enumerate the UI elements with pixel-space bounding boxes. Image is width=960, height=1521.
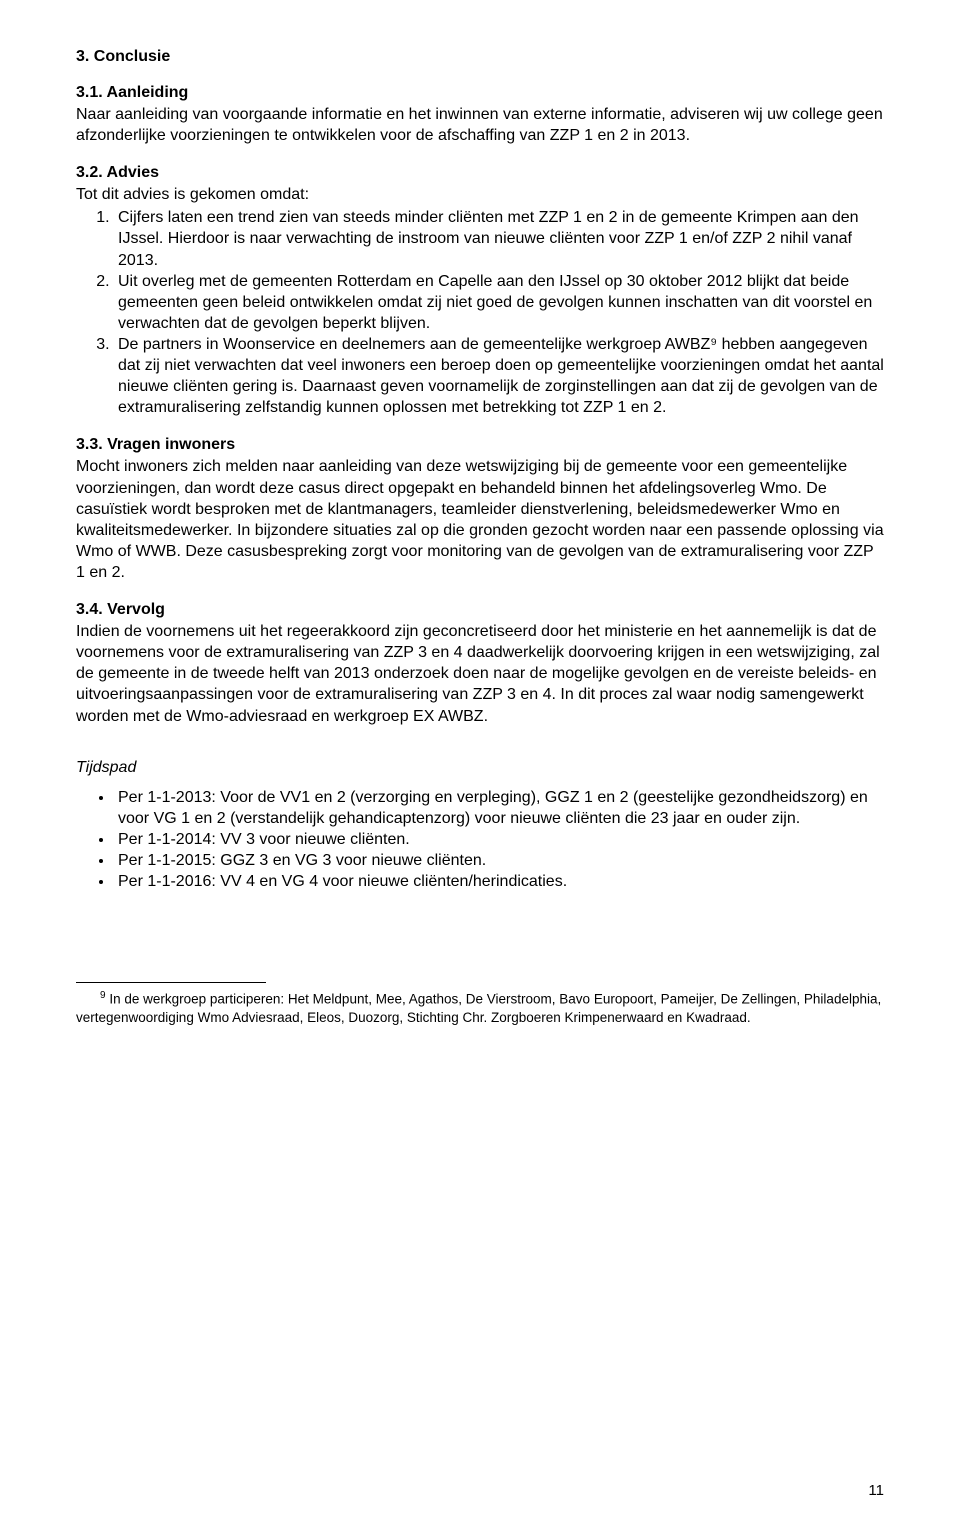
tijdspad-heading: Tijdspad bbox=[76, 759, 884, 777]
paragraph-3-3: Mocht inwoners zich melden naar aanleidi… bbox=[76, 456, 884, 583]
tijdspad-item: Per 1-1-2013: Voor de VV1 en 2 (verzorgi… bbox=[114, 787, 884, 829]
section-title: 3. Conclusie bbox=[76, 48, 884, 66]
paragraph-3-1: Naar aanleiding van voorgaande informati… bbox=[76, 104, 884, 146]
tijdspad-item: Per 1-1-2014: VV 3 voor nieuwe cliënten. bbox=[114, 829, 884, 850]
document-page: 3. Conclusie 3.1. Aanleiding Naar aanlei… bbox=[0, 0, 960, 1521]
heading-3-3: 3.3. Vragen inwoners bbox=[76, 436, 884, 454]
advice-item: De partners in Woonservice en deelnemers… bbox=[114, 334, 884, 418]
paragraph-3-4: Indien de voornemens uit het regeerakkoo… bbox=[76, 621, 884, 727]
advice-item: Cijfers laten een trend zien van steeds … bbox=[114, 207, 884, 270]
footnote-text: In de werkgroep participeren: Het Meldpu… bbox=[76, 992, 881, 1025]
advice-list: Cijfers laten een trend zien van steeds … bbox=[76, 207, 884, 418]
heading-3-1: 3.1. Aanleiding bbox=[76, 84, 884, 102]
heading-3-2: 3.2. Advies bbox=[76, 164, 884, 182]
tijdspad-list: Per 1-1-2013: Voor de VV1 en 2 (verzorgi… bbox=[76, 787, 884, 893]
page-number: 11 bbox=[868, 1482, 884, 1499]
lead-3-2: Tot dit advies is gekomen omdat: bbox=[76, 184, 884, 205]
footnote-separator bbox=[76, 982, 266, 983]
tijdspad-item: Per 1-1-2015: GGZ 3 en VG 3 voor nieuwe … bbox=[114, 850, 884, 871]
footnote: 9 In de werkgroep participeren: Het Meld… bbox=[76, 989, 884, 1027]
advice-item: Uit overleg met de gemeenten Rotterdam e… bbox=[114, 271, 884, 334]
heading-3-4: 3.4. Vervolg bbox=[76, 601, 884, 619]
tijdspad-item: Per 1-1-2016: VV 4 en VG 4 voor nieuwe c… bbox=[114, 871, 884, 892]
